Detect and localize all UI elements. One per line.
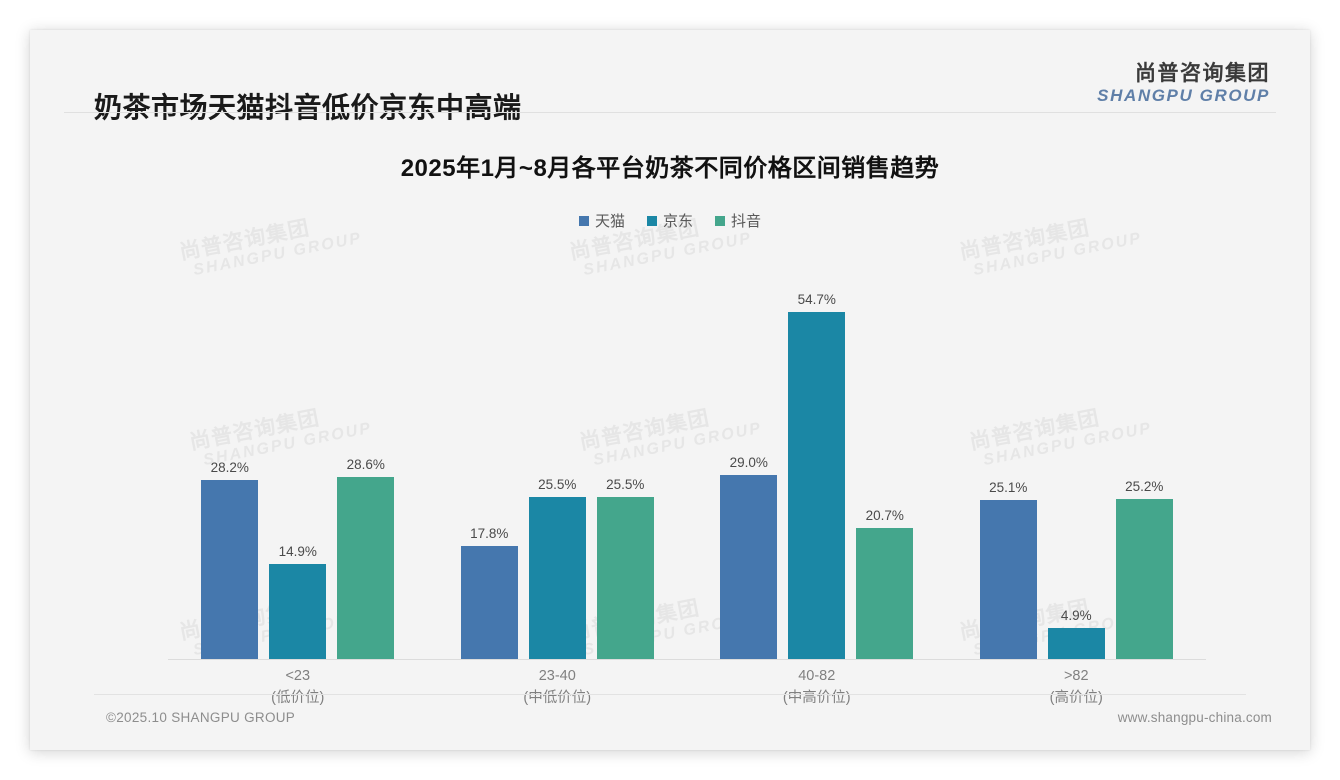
bar-value-label: 20.7% (865, 507, 904, 523)
category-label-sub: (低价位) (271, 689, 325, 706)
bar-value-label: 25.2% (1125, 478, 1164, 494)
bar-天猫-<23[interactable]: 28.2% (201, 240, 259, 659)
bar-value-label: 17.8% (470, 525, 509, 541)
bar-value-label: 14.9% (278, 544, 317, 560)
footer-divider (94, 694, 1246, 695)
bar-rect[interactable] (269, 564, 327, 659)
bar-京东->82[interactable]: 4.9% (1047, 240, 1105, 659)
chart-title: 2025年1月~8月各平台奶茶不同价格区间销售趋势 (400, 155, 940, 182)
bar-天猫->82[interactable]: 25.1% (979, 240, 1037, 659)
bar-抖音-<23[interactable]: 28.6% (337, 240, 395, 659)
bar-value-label: 54.7% (797, 291, 836, 307)
category-row: <23 (低价位) 23-40 (中低价位) 40-82 (中高价位) >82 (高价位) (168, 666, 1206, 710)
bar-value-label: 29.0% (729, 454, 768, 470)
company-logo: 尚普咨询集团 SHANGPU GROUP (1097, 62, 1270, 105)
bar-rect[interactable] (788, 311, 846, 659)
slide-header: 奶茶市场天猫抖音低价京东中高端 尚普咨询集团 SHANGPU GROUP (30, 30, 1310, 123)
bar-value-label: 28.2% (210, 459, 249, 475)
bar-天猫-40-82[interactable]: 29.0% (720, 240, 778, 659)
legend-swatch-icon (715, 215, 725, 226)
legend-item-抖音[interactable]: 抖音 (715, 210, 761, 231)
category-label-sub: (高价位) (1049, 689, 1103, 706)
bar-rect[interactable] (528, 497, 586, 659)
bar-rect[interactable] (720, 474, 778, 659)
bar-value-label: 4.9% (1060, 607, 1092, 623)
footer-website[interactable]: www.shangpu-china.com (1117, 710, 1272, 725)
category-label-sub: (中低价位) (523, 689, 592, 706)
legend-item-天猫[interactable]: 天猫 (578, 210, 625, 231)
logo-text-cn: 尚普咨询集团 (1135, 62, 1270, 85)
bar-group->82: 25.1% 4.9% 25.2% (947, 240, 1207, 659)
bar-rect[interactable] (1047, 627, 1105, 659)
bar-天猫-23-40[interactable]: 17.8% (460, 240, 518, 659)
bar-value-label: 28.6% (346, 457, 385, 473)
bar-rect[interactable] (1115, 498, 1173, 659)
bar-抖音-23-40[interactable]: 25.5% (596, 240, 654, 659)
category-label-main: >82 (1063, 668, 1089, 684)
category-label-<23: <23 (低价位) (168, 666, 428, 710)
bar-group-23-40: 17.8% 25.5% 25.5% (428, 240, 688, 659)
bar-抖音->82[interactable]: 25.2% (1115, 240, 1173, 659)
header-divider (64, 112, 1276, 113)
bar-rect[interactable] (460, 545, 518, 659)
bar-rect[interactable] (337, 477, 395, 659)
page-title: 奶茶市场天猫抖音低价京东中高端 (94, 92, 522, 123)
bar-京东-23-40[interactable]: 25.5% (528, 240, 586, 659)
bar-value-label: 25.5% (538, 477, 577, 493)
category-label-40-82: 40-82 (中高价位) (687, 666, 947, 710)
category-label-main: <23 (285, 668, 311, 684)
bar-京东-<23[interactable]: 14.9% (269, 240, 327, 659)
bar-京东-40-82[interactable]: 54.7% (788, 240, 846, 659)
legend-label: 抖音 (731, 213, 762, 230)
category-label-main: 23-40 (538, 668, 576, 684)
chart-legend: 天猫 京东 抖音 (30, 210, 1310, 231)
bar-group-40-82: 29.0% 54.7% 20.7% (687, 240, 947, 659)
bar-value-label: 25.5% (606, 477, 645, 493)
bar-rect[interactable] (596, 497, 654, 659)
legend-label: 天猫 (594, 213, 625, 230)
legend-swatch-icon (646, 215, 657, 226)
chart-plot-area: 28.2% 14.9% 28.6% 17.8% 25.5% 25.5% 29.0% 54.7%… (64, 240, 1276, 660)
logo-text-en: SHANGPU GROUP (1097, 85, 1270, 105)
category-label->82: >82 (高价位) (947, 666, 1207, 710)
bar-group-<23: 28.2% 14.9% 28.6% (168, 240, 428, 659)
bar-rect[interactable] (856, 527, 914, 659)
bar-抖音-40-82[interactable]: 20.7% (856, 240, 914, 659)
category-label-sub: (中高价位) (782, 689, 851, 706)
bar-rect[interactable] (201, 479, 259, 659)
legend-swatch-icon (578, 215, 589, 226)
legend-label: 京东 (662, 213, 693, 230)
footer-copyright: ©2025.10 SHANGPU GROUP (106, 710, 296, 725)
legend-item-京东[interactable]: 京东 (646, 210, 693, 231)
bar-groups: 28.2% 14.9% 28.6% 17.8% 25.5% 25.5% 29.0% 54.7%… (168, 240, 1206, 659)
x-axis-line (168, 659, 1206, 660)
bar-value-label: 25.1% (989, 479, 1028, 495)
bar-rect[interactable] (979, 499, 1037, 659)
category-label-main: 40-82 (798, 668, 836, 684)
category-label-23-40: 23-40 (中低价位) (428, 666, 688, 710)
slide-card: 尚普咨询集团 SHANGPU GROUP 尚普咨询集团 SHANGPU GROUP 尚普… (30, 30, 1310, 750)
